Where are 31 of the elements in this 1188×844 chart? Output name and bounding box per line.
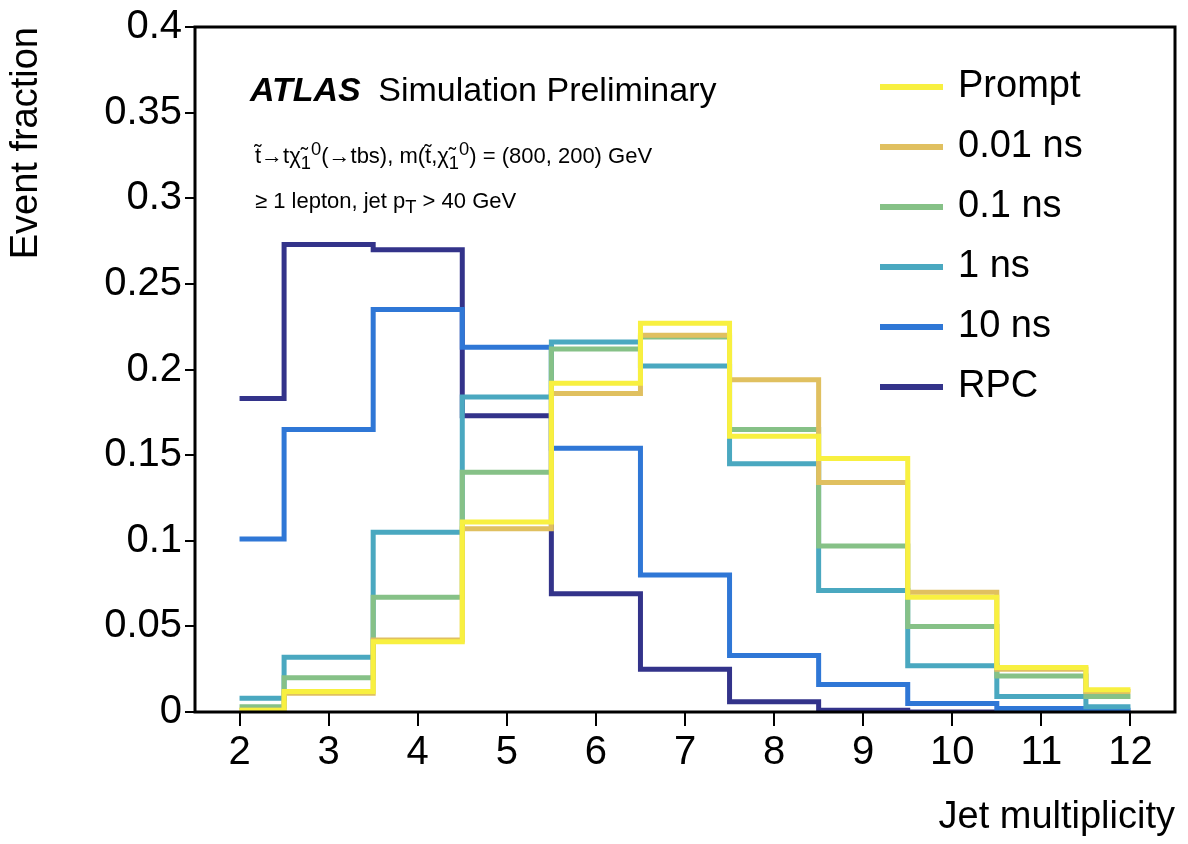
y-tick-label: 0.05 [104, 601, 182, 646]
y-tick-label: 0.1 [126, 515, 182, 560]
annotation: t̃→tχ̃$_{1}$$^{0}$(→tbs), m(t̃,χ̃$_{1}$$^{0}$) = (800, 200) GeV [255, 137, 653, 175]
y-tick-label: 0 [159, 687, 182, 732]
legend-label: 1 ns [958, 243, 1030, 286]
x-tick-label: 5 [495, 728, 518, 773]
y-axis-title: Event fraction [3, 27, 46, 260]
legend-label: Prompt [958, 63, 1081, 106]
x-tick-label: 3 [317, 728, 340, 773]
x-tick-label: 6 [584, 728, 608, 773]
y-tick-label: 0.35 [104, 87, 182, 132]
y-tick-label: 0.2 [126, 344, 182, 389]
x-tick-label: 9 [852, 728, 875, 773]
annotation: ATLAS Simulation Preliminary [250, 70, 717, 108]
x-tick-label: 2 [228, 728, 251, 773]
x-tick-label: 4 [406, 728, 429, 773]
y-tick-label: 0.4 [126, 2, 182, 47]
y-tick-label: 0.3 [126, 173, 182, 218]
x-tick-label: 11 [1020, 728, 1063, 773]
x-axis-title: Jet multiplicity [938, 793, 1175, 836]
y-tick-label: 0.25 [104, 258, 182, 303]
x-tick-label: 10 [930, 728, 975, 773]
legend-label: 10 ns [958, 303, 1051, 346]
x-tick-label: 8 [762, 728, 786, 773]
legend-label: 0.01 ns [958, 123, 1083, 166]
legend-label: 0.1 ns [958, 183, 1062, 226]
x-tick-label: 12 [1108, 728, 1153, 773]
x-tick-label: 7 [673, 728, 697, 773]
legend-label: RPC [958, 363, 1039, 406]
y-tick-label: 0.15 [104, 430, 182, 475]
annotation: ≥ 1 lepton, jet p$_{T}$ > 40 GeV [255, 187, 517, 220]
